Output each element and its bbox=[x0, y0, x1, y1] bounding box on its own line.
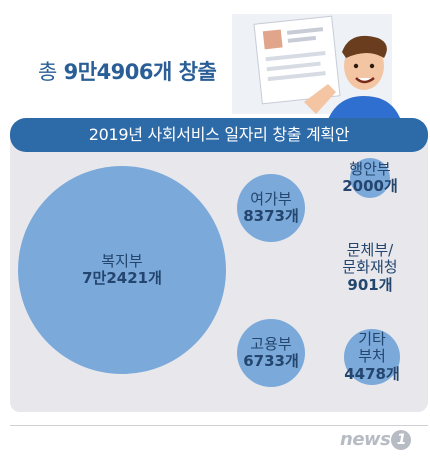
bubble-value: 4478개 bbox=[344, 364, 400, 383]
bubble-label-0: 복지부 7만2421개 bbox=[82, 251, 162, 288]
bubble-name: 복지부 bbox=[101, 251, 143, 270]
headline-value: 9만4906개 창출 bbox=[63, 60, 217, 84]
news1-logo: news 1 bbox=[340, 429, 412, 450]
chart-title: 2019년 사회서비스 일자리 창출 계획안 bbox=[10, 118, 428, 152]
headline: 총 9만4906개 창출 bbox=[38, 56, 217, 86]
bubble-0 bbox=[18, 166, 226, 374]
bubble-1 bbox=[237, 174, 305, 242]
bubble-value: 2000개 bbox=[342, 177, 398, 195]
bubble-3 bbox=[344, 329, 400, 385]
headline-prefix: 총 bbox=[38, 60, 57, 84]
bubble-name: 문화재청 bbox=[342, 258, 398, 277]
bubble-name: 기타 bbox=[358, 330, 386, 349]
man-with-document-illustration bbox=[232, 14, 404, 132]
bubble-label-3: 기타 부처 4478개 bbox=[344, 330, 400, 383]
bubble-label-2: 고용부 6733개 bbox=[243, 334, 299, 371]
bubble-name: 여가부 bbox=[250, 189, 292, 208]
bubble-name: 부처 bbox=[358, 347, 386, 366]
logo-badge: 1 bbox=[391, 430, 412, 450]
bubble-label-1: 여가부 8373개 bbox=[243, 189, 299, 226]
bubble-name: 문체부/ bbox=[346, 241, 394, 260]
bubble-value: 6733개 bbox=[243, 352, 299, 370]
bubble-name: 고용부 bbox=[250, 334, 292, 353]
bubble-value: 7만2421개 bbox=[82, 269, 162, 287]
bubble-value: 8373개 bbox=[243, 207, 299, 225]
bubble-label-5: 문체부/문화재청 901개 bbox=[342, 241, 398, 294]
footer-divider bbox=[10, 425, 428, 426]
bubble-name: 행안부 bbox=[349, 159, 391, 178]
bubble-4 bbox=[350, 158, 390, 198]
bubble-value: 901개 bbox=[347, 275, 393, 294]
logo-text: news bbox=[340, 429, 391, 450]
bubble-2 bbox=[237, 319, 305, 387]
bubble-label-4: 행안부 2000개 bbox=[342, 159, 398, 196]
